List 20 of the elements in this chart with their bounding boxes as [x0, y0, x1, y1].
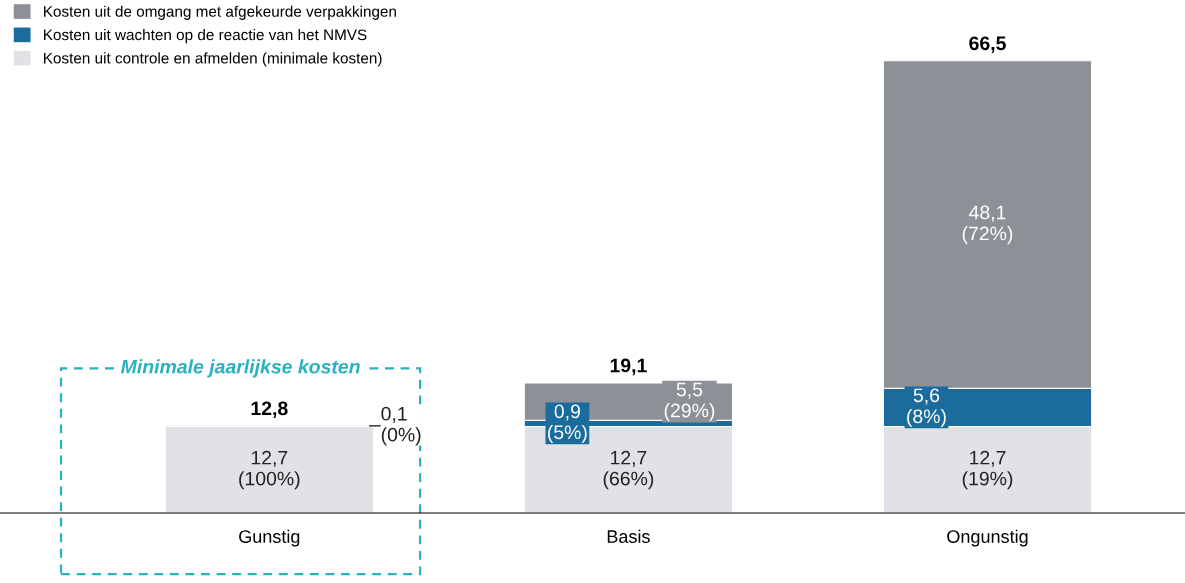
bar [164, 425, 375, 514]
data-label: 5,5 (29%) [664, 382, 715, 422]
legend-label: Kosten uit de omgang met afgekeurde verpakkingen [44, 5, 396, 20]
data-label: 0,1 (0%) [381, 406, 421, 446]
total-label: 19,1 [610, 358, 647, 376]
data-label: 12,7 (19%) [962, 450, 1013, 490]
x-tick-label: Ongunstig [947, 529, 1028, 547]
data-label: 12,7 (100%) [239, 450, 300, 490]
total-label: 12,8 [251, 401, 288, 419]
annotation: Minimale jaarlijkse kosten [120, 359, 360, 378]
data-label: 48,1 (72%) [962, 205, 1013, 245]
data-label: 12,7 (66%) [603, 450, 654, 490]
bar [523, 425, 734, 514]
legend-label: Kosten uit controle en afmelden (minimale kosten) [44, 52, 382, 67]
data-label: 5,6 (8%) [907, 388, 946, 427]
x-tick-label: Gunstig [239, 529, 300, 547]
legend-label: Kosten uit wachten op de reactie van het NMVS [44, 28, 367, 44]
total-label: 66,5 [969, 36, 1006, 53]
data-label: 0,9 (5%) [548, 404, 587, 443]
x-tick-label: Basis [607, 529, 650, 543]
